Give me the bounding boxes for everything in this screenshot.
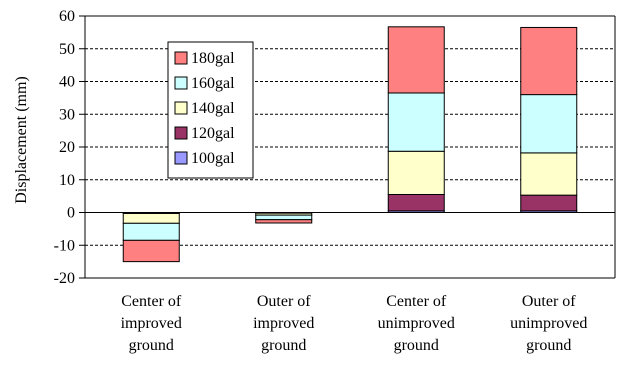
legend-label-140gal: 140gal: [191, 100, 235, 117]
bar-segment-160gal: [387, 92, 445, 152]
legend-label-180gal: 180gal: [191, 50, 235, 67]
bar-segment-140gal: [122, 212, 180, 224]
x-category-label: ground: [394, 337, 439, 354]
y-tick-label: 10: [59, 172, 75, 189]
x-category-label: Outer of: [522, 293, 576, 310]
y-tick-label: 20: [59, 139, 75, 156]
bar-segment-160gal: [255, 214, 313, 221]
legend-swatch-160gal: [174, 76, 188, 90]
bar-segment-120gal: [520, 194, 578, 212]
bars: [122, 26, 578, 263]
y-tick-label: 40: [59, 74, 75, 91]
bar-segment-160gal: [520, 94, 578, 154]
x-category-label: ground: [129, 337, 174, 354]
y-tick-label: 50: [59, 41, 75, 58]
x-category-label: Center of: [386, 293, 447, 310]
bar-segment-120gal: [387, 193, 445, 212]
x-category-label: ground: [526, 337, 571, 354]
y-axis-title: Displacement (mm): [13, 76, 30, 204]
legend-swatch-100gal: [174, 151, 188, 165]
y-tick-label: 0: [67, 205, 75, 222]
legend-swatch-180gal: [174, 51, 188, 65]
legend-swatch-120gal: [174, 126, 188, 140]
y-tick-label: -10: [54, 237, 75, 254]
legend-swatch-140gal: [174, 101, 188, 115]
bar-segment-180gal: [387, 26, 445, 94]
bar-segment-180gal: [122, 239, 180, 263]
x-category-label: Outer of: [257, 293, 311, 310]
x-category-label: ground: [261, 337, 306, 354]
bar-segment-160gal: [122, 222, 180, 241]
y-tick-label: 30: [59, 106, 75, 123]
x-category-label: unimproved: [378, 315, 455, 332]
x-category-label: improved: [253, 315, 314, 332]
bar-segment-140gal: [520, 152, 578, 196]
legend-label-120gal: 120gal: [191, 125, 235, 142]
x-category-label: Center of: [121, 293, 182, 310]
x-category-label: unimproved: [510, 315, 587, 332]
legend: 180gal 160gal 140gal 120gal 100gal: [167, 41, 254, 179]
axes: -20 -10 0 10 20 30 40 50 60 Center of improved grou…: [54, 8, 616, 354]
y-tick-label: 60: [59, 8, 75, 25]
bar-segment-180gal: [255, 219, 313, 224]
legend-label-100gal: 100gal: [191, 150, 235, 167]
bar-segment-140gal: [387, 150, 445, 195]
legend-label-160gal: 160gal: [191, 75, 235, 92]
x-category-label: improved: [121, 315, 182, 332]
bar-segment-180gal: [520, 26, 578, 96]
y-tick-label: -20: [54, 270, 75, 287]
